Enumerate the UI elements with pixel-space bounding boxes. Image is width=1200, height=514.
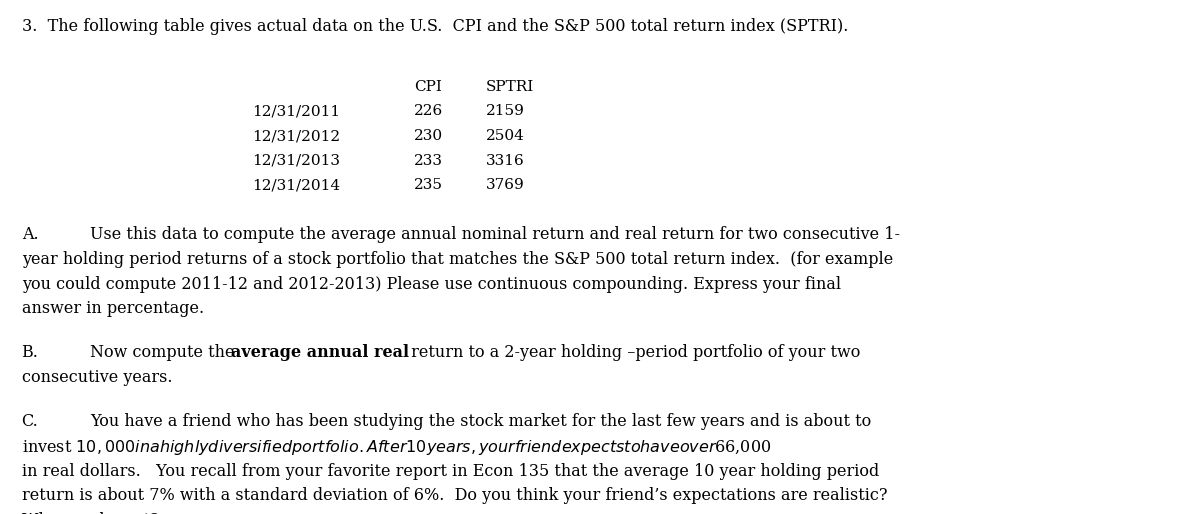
Text: SPTRI: SPTRI [486, 80, 534, 94]
Text: 2159: 2159 [486, 104, 524, 118]
Text: in real dollars.   You recall from your favorite report in Econ 135 that the ave: in real dollars. You recall from your fa… [22, 463, 878, 480]
Text: You have a friend who has been studying the stock market for the last few years : You have a friend who has been studying … [90, 413, 871, 430]
Text: return to a 2-year holding –period portfolio of your two: return to a 2-year holding –period portf… [406, 344, 860, 361]
Text: C.: C. [22, 413, 38, 430]
Text: 12/31/2014: 12/31/2014 [252, 178, 340, 192]
Text: 235: 235 [414, 178, 443, 192]
Text: 3316: 3316 [486, 154, 524, 168]
Text: 12/31/2013: 12/31/2013 [252, 154, 340, 168]
Text: year holding period returns of a stock portfolio that matches the S&P 500 total : year holding period returns of a stock p… [22, 251, 893, 268]
Text: 12/31/2011: 12/31/2011 [252, 104, 340, 118]
Text: consecutive years.: consecutive years. [22, 369, 172, 386]
Text: 12/31/2012: 12/31/2012 [252, 129, 340, 143]
Text: answer in percentage.: answer in percentage. [22, 300, 204, 317]
Text: Why or why not?: Why or why not? [22, 512, 158, 514]
Text: B.: B. [22, 344, 38, 361]
Text: you could compute 2011-12 and 2012-2013) Please use continuous compounding. Expr: you could compute 2011-12 and 2012-2013)… [22, 276, 841, 292]
Text: 2504: 2504 [486, 129, 524, 143]
Text: Use this data to compute the average annual nominal return and real return for t: Use this data to compute the average ann… [90, 226, 900, 243]
Text: 233: 233 [414, 154, 443, 168]
Text: invest $10,000 in a highly diversified portfolio.  After 10 years, your friend e: invest $10,000 in a highly diversified p… [22, 438, 770, 457]
Text: 3769: 3769 [486, 178, 524, 192]
Text: Now compute the: Now compute the [90, 344, 240, 361]
Text: 3.  The following table gives actual data on the U.S.  CPI and the S&P 500 total: 3. The following table gives actual data… [22, 18, 848, 35]
Text: 226: 226 [414, 104, 443, 118]
Text: average annual real: average annual real [230, 344, 408, 361]
Text: 230: 230 [414, 129, 443, 143]
Text: return is about 7% with a standard deviation of 6%.  Do you think your friend’s : return is about 7% with a standard devia… [22, 487, 887, 504]
Text: CPI: CPI [414, 80, 442, 94]
Text: A.: A. [22, 226, 38, 243]
